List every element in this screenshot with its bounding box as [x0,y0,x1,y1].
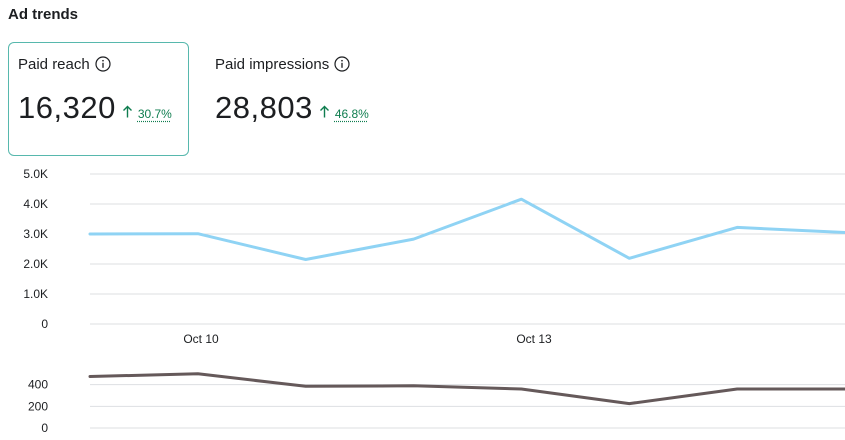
metric-card-paid-reach[interactable]: Paid reach 16,320 30.7% [8,42,189,156]
x-tick-label: Oct 13 [516,332,552,346]
metric-value: 16,320 [18,90,116,125]
x-tick-label: Oct 10 [183,332,219,346]
info-icon[interactable] [95,56,111,72]
metric-change[interactable]: 30.7% [137,107,172,121]
metric-change[interactable]: 46.8% [334,107,369,121]
y-tick-label: 5.0K [23,167,48,181]
paid-reach-line-chart: 0 1.0K 2.0K 3.0K 4.0K 5.0K Oct 10 Oct 13 [23,167,845,346]
y-tick-label: 2.0K [23,257,48,271]
y-tick-label: 0 [41,317,48,331]
metric-label: Paid impressions [215,55,330,73]
arrow-up-icon [319,105,329,118]
y-tick-label: 0 [41,421,48,435]
section-title: Ad trends [8,6,79,23]
secondary-line-chart: 0 200 400 [28,372,845,435]
metric-label: Paid reach [18,55,90,73]
series-line [88,372,845,406]
info-icon[interactable] [334,56,350,72]
y-tick-label: 400 [28,378,48,392]
metric-value: 28,803 [215,90,313,125]
y-tick-label: 3.0K [23,227,48,241]
y-tick-label: 200 [28,399,48,413]
arrow-up-icon [122,105,132,118]
series-line [88,197,845,261]
y-tick-label: 4.0K [23,197,48,211]
metric-card-paid-impressions[interactable]: Paid impressions 28,803 46.8% [205,42,405,156]
y-tick-label: 1.0K [23,287,48,301]
